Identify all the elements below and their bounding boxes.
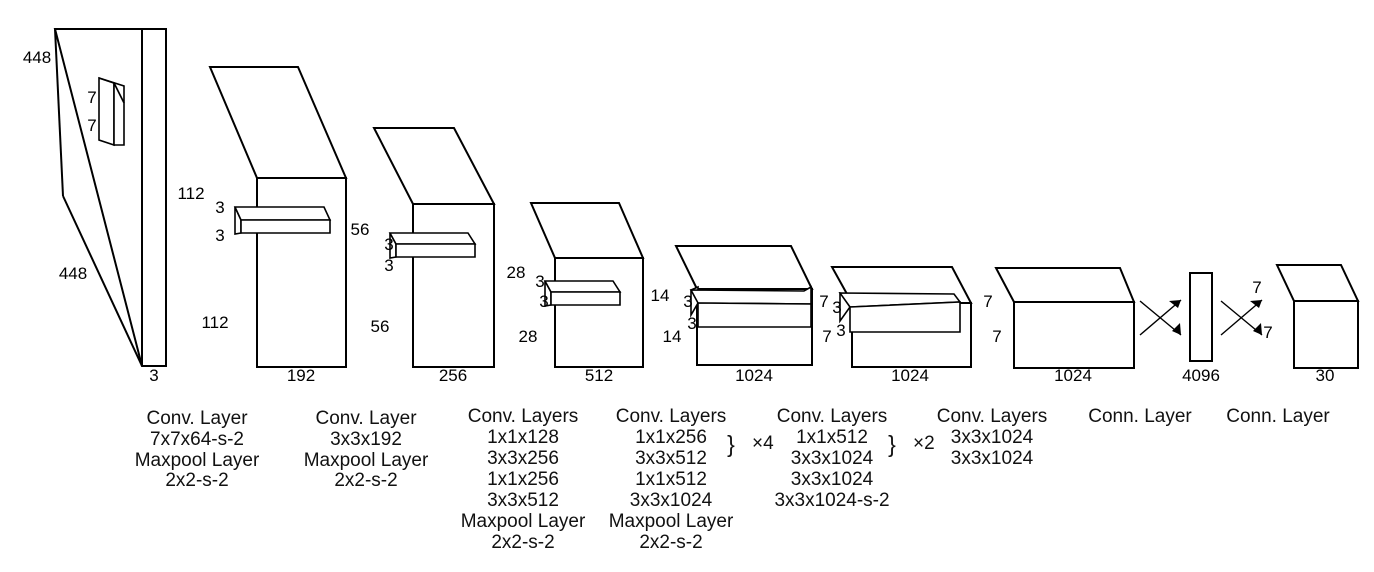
svg-text:Conv. Layers: Conv. Layers bbox=[616, 406, 727, 427]
svg-text:3x3x256: 3x3x256 bbox=[487, 448, 559, 469]
svg-text:3x3x1024-s-2: 3x3x1024-s-2 bbox=[774, 490, 889, 511]
svg-text:Maxpool Layer: Maxpool Layer bbox=[304, 450, 429, 471]
svg-text:7: 7 bbox=[822, 327, 831, 346]
svg-text:Maxpool Layer: Maxpool Layer bbox=[461, 511, 586, 532]
svg-text:3x3x1024: 3x3x1024 bbox=[951, 427, 1034, 448]
svg-text:2x2-s-2: 2x2-s-2 bbox=[334, 470, 397, 491]
svg-text:Maxpool Layer: Maxpool Layer bbox=[609, 511, 734, 532]
svg-text:×2: ×2 bbox=[913, 433, 935, 454]
svg-text:1x1x512: 1x1x512 bbox=[635, 469, 707, 490]
svg-text:7: 7 bbox=[87, 88, 96, 107]
svg-text:7: 7 bbox=[819, 292, 828, 311]
svg-text:3x3x1024: 3x3x1024 bbox=[951, 448, 1034, 469]
svg-text:Maxpool Layer: Maxpool Layer bbox=[135, 450, 260, 471]
svg-text:7: 7 bbox=[992, 327, 1001, 346]
svg-text:3: 3 bbox=[687, 314, 696, 333]
svg-text:3: 3 bbox=[215, 198, 224, 217]
svg-text:1024: 1024 bbox=[891, 366, 929, 385]
svg-text:1x1x256: 1x1x256 bbox=[635, 427, 707, 448]
svg-text:28: 28 bbox=[519, 327, 538, 346]
svg-text:3: 3 bbox=[384, 235, 393, 254]
svg-text:3x3x1024: 3x3x1024 bbox=[630, 490, 713, 511]
svg-text:56: 56 bbox=[371, 317, 390, 336]
svg-text:1x1x512: 1x1x512 bbox=[796, 427, 868, 448]
svg-text:7: 7 bbox=[983, 292, 992, 311]
svg-text:1024: 1024 bbox=[735, 366, 773, 385]
svg-text:3x3x192: 3x3x192 bbox=[330, 429, 402, 450]
svg-text:3: 3 bbox=[683, 292, 692, 311]
svg-text:3: 3 bbox=[384, 256, 393, 275]
svg-text:4096: 4096 bbox=[1182, 366, 1220, 385]
svg-text:3: 3 bbox=[535, 272, 544, 291]
svg-text:256: 256 bbox=[439, 366, 467, 385]
svg-text:}: } bbox=[888, 431, 896, 457]
svg-text:Conv. Layer: Conv. Layer bbox=[315, 408, 417, 429]
svg-text:3x3x1024: 3x3x1024 bbox=[791, 448, 874, 469]
svg-text:3x3x512: 3x3x512 bbox=[487, 490, 559, 511]
svg-text:3: 3 bbox=[539, 292, 548, 311]
svg-text:7: 7 bbox=[1252, 278, 1261, 297]
svg-text:112: 112 bbox=[177, 184, 204, 203]
svg-text:7: 7 bbox=[87, 116, 96, 135]
svg-text:1x1x256: 1x1x256 bbox=[487, 469, 559, 490]
svg-text:Conv. Layers: Conv. Layers bbox=[777, 406, 888, 427]
svg-text:28: 28 bbox=[507, 263, 526, 282]
svg-text:3x3x1024: 3x3x1024 bbox=[791, 469, 874, 490]
svg-text:2x2-s-2: 2x2-s-2 bbox=[491, 532, 554, 553]
svg-text:}: } bbox=[727, 431, 735, 457]
svg-text:448: 448 bbox=[59, 264, 87, 283]
svg-text:7: 7 bbox=[1263, 323, 1272, 342]
svg-text:2x2-s-2: 2x2-s-2 bbox=[165, 470, 228, 491]
svg-text:448: 448 bbox=[23, 48, 51, 67]
svg-text:512: 512 bbox=[585, 366, 613, 385]
svg-text:Conv. Layers: Conv. Layers bbox=[468, 406, 579, 427]
svg-text:14: 14 bbox=[651, 286, 670, 305]
svg-text:7x7x64-s-2: 7x7x64-s-2 bbox=[150, 429, 244, 450]
svg-text:3: 3 bbox=[832, 298, 841, 317]
svg-text:3: 3 bbox=[215, 226, 224, 245]
svg-text:30: 30 bbox=[1316, 366, 1335, 385]
svg-text:192: 192 bbox=[287, 366, 315, 385]
svg-text:2x2-s-2: 2x2-s-2 bbox=[639, 532, 702, 553]
svg-text:3x3x512: 3x3x512 bbox=[635, 448, 707, 469]
svg-text:Conn. Layer: Conn. Layer bbox=[1088, 406, 1192, 427]
svg-text:Conv. Layers: Conv. Layers bbox=[937, 406, 1048, 427]
svg-text:3: 3 bbox=[836, 321, 845, 340]
svg-text:1x1x128: 1x1x128 bbox=[487, 427, 559, 448]
svg-text:112: 112 bbox=[201, 313, 228, 332]
svg-text:Conv. Layer: Conv. Layer bbox=[146, 408, 248, 429]
svg-text:Conn. Layer: Conn. Layer bbox=[1226, 406, 1330, 427]
svg-text:×4: ×4 bbox=[752, 433, 774, 454]
svg-text:1024: 1024 bbox=[1054, 366, 1092, 385]
svg-text:3: 3 bbox=[149, 366, 158, 385]
svg-text:14: 14 bbox=[663, 327, 682, 346]
svg-text:56: 56 bbox=[351, 220, 370, 239]
